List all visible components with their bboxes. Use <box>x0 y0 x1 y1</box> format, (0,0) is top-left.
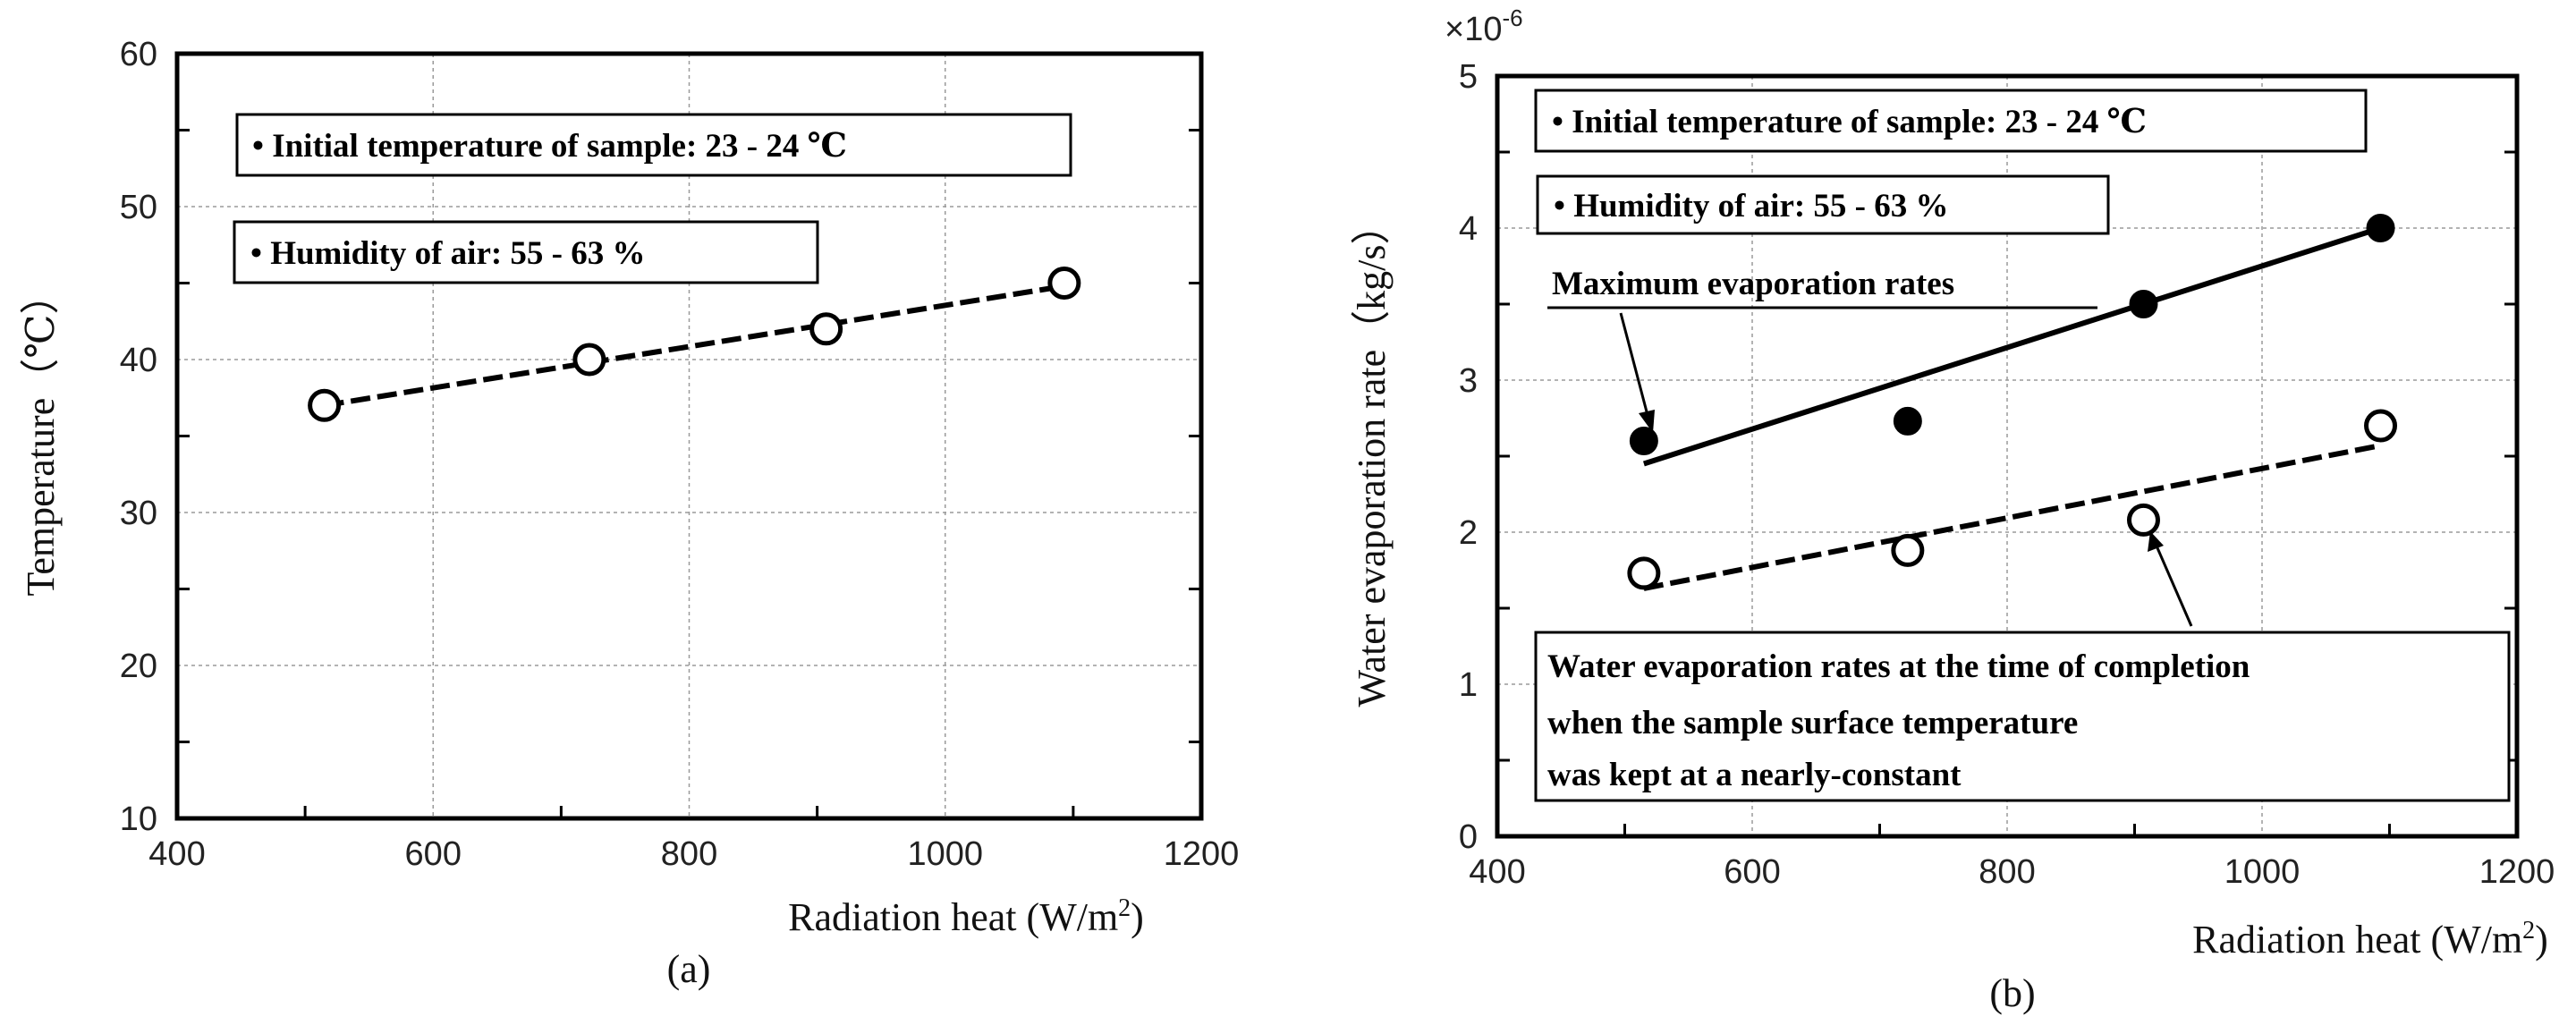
annotation-humidity-a: • Humidity of air: 55 - 63 % <box>250 235 646 272</box>
annotation-arrow-max <box>1619 312 1650 419</box>
annotation-humidity-b: • Humidity of air: 55 - 63 % <box>1554 188 1949 224</box>
x-tick-label-b: 1000 <box>2224 853 2301 891</box>
trendlines-a <box>324 283 1065 409</box>
annotation-box-humidity-a: • Humidity of air: 55 - 63 % <box>233 220 819 284</box>
x-tick-label-b: 1200 <box>2479 853 2555 891</box>
data-point-b-open <box>2126 503 2160 537</box>
annotation-completion-line2: when the sample surface temperature <box>1547 705 2078 741</box>
plot-frame-a <box>174 51 1204 821</box>
ticks-b: 400 600 800 1000 1200 0 1 2 3 4 5 <box>1459 58 2555 891</box>
y-tick-label-b: 5 <box>1459 58 1478 96</box>
y-tick-label-a: 60 <box>120 36 157 73</box>
annotation-max-evaporation: Maximum evaporation rates <box>1552 266 1954 302</box>
x-tick-label-a: 1200 <box>1164 835 1240 873</box>
ticks-a: 400 600 800 1000 1200 10 20 30 40 50 60 <box>120 36 1240 873</box>
data-point-b-filled <box>1893 406 1922 436</box>
x-tick-label-b: 800 <box>1979 853 2035 891</box>
data-point-a-open <box>308 388 342 422</box>
data-point-b-open <box>1891 533 1925 567</box>
annotation-box-initial-temp-a: • Initial temperature of sample: 23 - 24… <box>235 113 1072 177</box>
y-axis-label-a: Temperature（℃） <box>19 275 63 597</box>
data-point-b-open <box>1627 556 1661 590</box>
y-tick-label-a: 50 <box>120 189 157 226</box>
y-tick-label-a: 30 <box>120 495 157 532</box>
grid-a <box>177 54 1201 818</box>
annotation-initial-temp-a: • Initial temperature of sample: 23 - 24… <box>252 128 847 165</box>
annotation-box-initial-temp-b: • Initial temperature of sample: 23 - 24… <box>1534 89 2368 153</box>
chart-a: 400 600 800 1000 1200 10 20 30 40 50 60 • Initial … <box>19 36 1239 991</box>
y-tick-label-b: 4 <box>1459 210 1478 248</box>
annotation-initial-temp-b: • Initial temperature of sample: 23 - 24… <box>1552 104 2147 140</box>
data-point-a-open <box>1047 267 1081 300</box>
caption-a: (a) <box>667 947 711 991</box>
arrowhead-max <box>1639 410 1655 433</box>
trendline-a-0 <box>324 283 1065 409</box>
data-point-b-filled <box>2129 290 2158 318</box>
annotation-completion-line1: Water evaporation rates at the time of c… <box>1547 648 2250 685</box>
x-tick-label-a: 600 <box>405 835 462 873</box>
arrowhead-completion <box>2148 531 2164 552</box>
x-axis-label-a: Radiation heat (W/m2) <box>788 894 1144 939</box>
markers-b <box>1627 214 2398 590</box>
plot-frame-b <box>1495 73 2520 839</box>
data-point-b-filled <box>2366 214 2395 242</box>
x-tick-label-a: 400 <box>148 835 205 873</box>
x-tick-label-a: 1000 <box>907 835 983 873</box>
data-point-b-filled <box>1629 427 1658 455</box>
trendline-b-1 <box>1643 443 2382 591</box>
markers-a <box>308 267 1081 422</box>
chart-b: 400 600 800 1000 1200 0 1 2 3 4 5 ×10-6 • Initial … <box>1350 4 2555 1015</box>
annotation-completion-line3: was kept at a nearly-constant <box>1547 757 1962 793</box>
axis-multiplier-b: ×10-6 <box>1445 4 1523 48</box>
annotation-box-humidity-b: • Humidity of air: 55 - 63 % <box>1536 174 2110 235</box>
x-tick-label-b: 400 <box>1469 853 1525 891</box>
trendline-b-0 <box>1642 225 2382 467</box>
y-tick-label-a: 40 <box>120 342 157 379</box>
y-tick-label-b: 0 <box>1459 818 1478 856</box>
y-tick-label-b: 2 <box>1459 514 1478 552</box>
y-tick-label-a: 20 <box>120 648 157 685</box>
data-point-b-open <box>2364 409 2398 443</box>
annotation-arrow-completion <box>2154 543 2193 627</box>
caption-b: (b) <box>1989 971 2035 1015</box>
x-axis-label-b: Radiation heat (W/m2) <box>2192 917 2548 961</box>
data-point-a-open <box>572 343 606 377</box>
y-tick-label-b: 1 <box>1459 666 1478 704</box>
y-axis-label-b: Water evaporation rate（kg/s） <box>1350 206 1394 707</box>
y-tick-label-a: 10 <box>120 801 157 838</box>
annotation-box-completion: Water evaporation rates at the time of c… <box>1534 631 2511 802</box>
x-tick-label-b: 600 <box>1724 853 1780 891</box>
trendlines-b <box>1642 225 2382 591</box>
x-tick-label-a: 800 <box>661 835 717 873</box>
data-point-a-open <box>809 312 843 346</box>
y-tick-label-b: 3 <box>1459 362 1478 400</box>
